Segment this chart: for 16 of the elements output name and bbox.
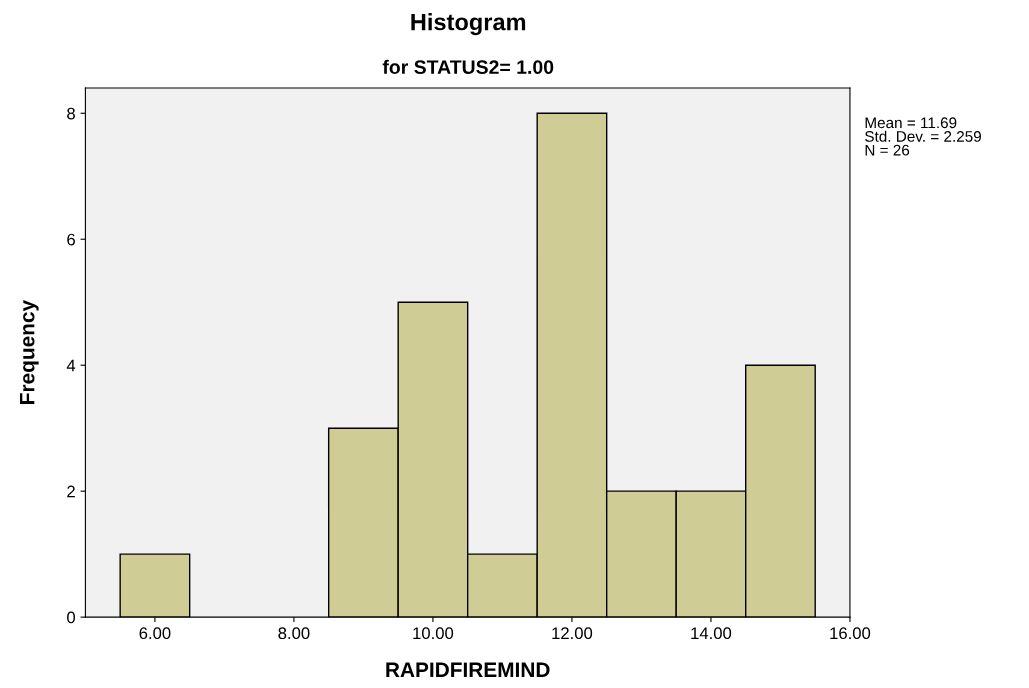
text: Mean = 11.69 Std. Dev. = 2.259 N = 26 — [865, 117, 981, 156]
x-tick-label: 8.00 — [278, 627, 310, 640]
x-tick-label: 6.00 — [139, 627, 171, 640]
y-tick-label: 6 — [67, 233, 75, 246]
x-tick-label: 10.00 — [413, 627, 454, 640]
y-axis-title: Frequency — [19, 300, 39, 404]
x-axis-title: RAPIDFIREMIND — [386, 662, 550, 677]
y-tick-label: 0 — [67, 611, 76, 624]
x-tick-label: 12.00 — [552, 627, 593, 640]
chart-subtitle: for STATUS2= 1.00 — [382, 59, 554, 75]
chart-title: Histogram — [411, 13, 526, 36]
y-tick-label: 2 — [67, 485, 75, 498]
y-tick-label: 4 — [66, 359, 76, 372]
y-tick-label: 8 — [67, 107, 75, 120]
x-tick-label: 16.00 — [830, 627, 871, 640]
x-tick-label: 14.00 — [691, 627, 732, 640]
